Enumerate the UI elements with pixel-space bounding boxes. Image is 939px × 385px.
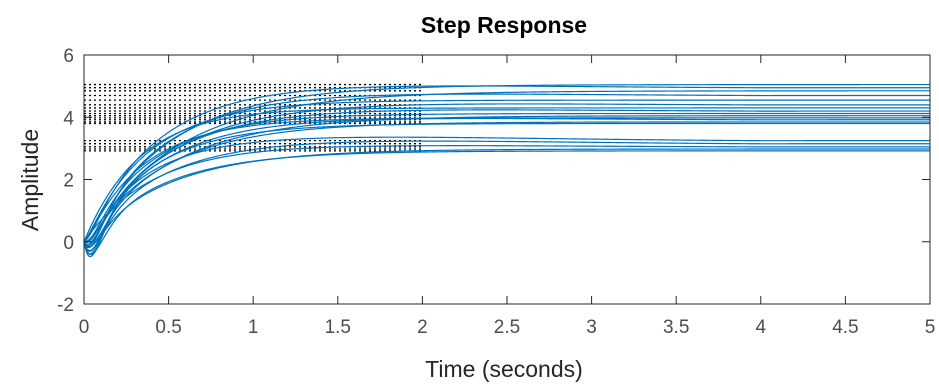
y-tick-label: 4 xyxy=(63,108,74,129)
response-curve xyxy=(83,122,930,258)
response-curve xyxy=(83,148,930,248)
plot-area xyxy=(84,55,930,304)
y-tick-label: 6 xyxy=(63,46,74,67)
x-tick-label: 1.5 xyxy=(325,317,351,338)
response-curve xyxy=(83,103,930,245)
x-tick-label: 2.5 xyxy=(494,317,520,338)
response-curve xyxy=(83,121,930,243)
x-tick-label: 4 xyxy=(756,317,767,338)
x-axis: 0 0.5 1 1.5 2 2.5 3 3.5 4 4.5 5 xyxy=(79,55,936,338)
response-curve xyxy=(83,112,930,243)
x-tick-label: 0.5 xyxy=(155,317,181,338)
response-curve xyxy=(83,145,930,243)
x-axis-label: Time (seconds) xyxy=(425,356,583,382)
response-curve xyxy=(83,140,930,252)
response-curve xyxy=(83,85,930,243)
y-tick-label: 2 xyxy=(63,171,74,192)
x-tick-label: 4.5 xyxy=(832,317,858,338)
response-curve xyxy=(83,117,930,253)
response-curve xyxy=(83,115,930,249)
x-tick-label: 5 xyxy=(925,317,936,338)
response-curve xyxy=(83,150,930,256)
response-curve xyxy=(83,99,930,243)
chart-title: Step Response xyxy=(421,12,587,38)
y-axis-label: Amplitude xyxy=(17,129,43,231)
response-curve xyxy=(83,107,930,242)
y-tick-label: -2 xyxy=(57,295,74,316)
response-curve xyxy=(83,90,930,244)
x-tick-label: 1 xyxy=(248,317,259,338)
series-lines xyxy=(83,83,930,258)
response-curve xyxy=(83,136,930,244)
x-tick-label: 3.5 xyxy=(663,317,689,338)
x-tick-label: 0 xyxy=(79,317,90,338)
y-tick-label: 0 xyxy=(63,233,74,254)
y-axis: -2 0 2 4 6 xyxy=(57,46,930,316)
x-tick-label: 3 xyxy=(586,317,597,338)
x-tick-label: 2 xyxy=(417,317,428,338)
